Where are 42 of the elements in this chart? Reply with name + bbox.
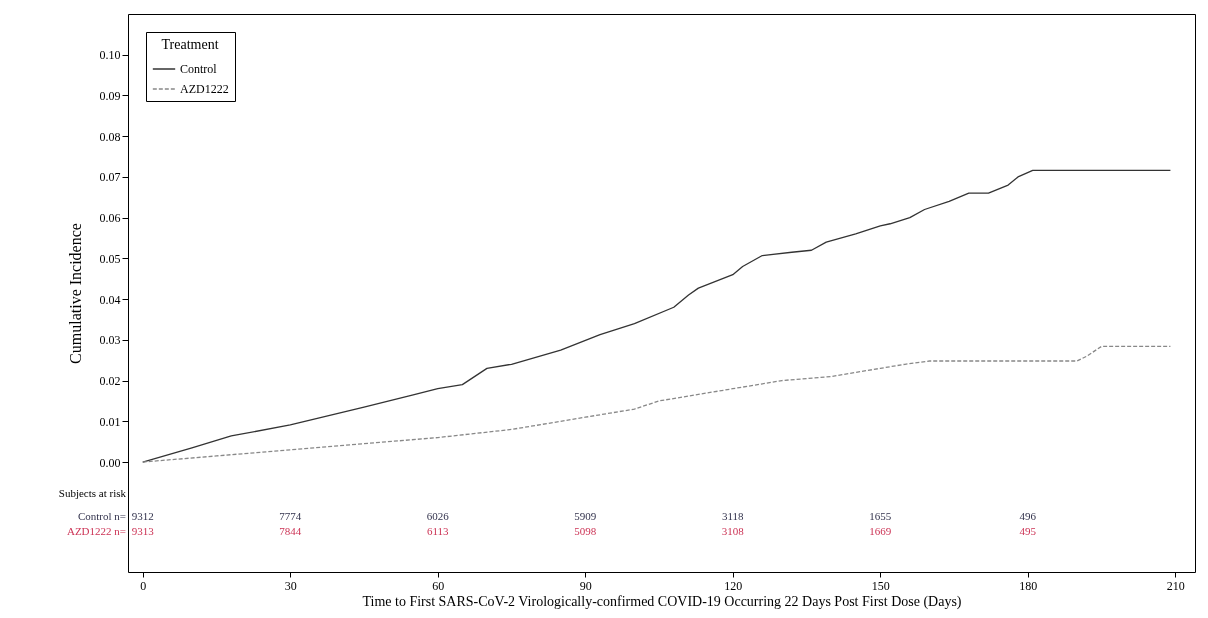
- x-tick-label: 0: [140, 578, 147, 593]
- y-tick-label: 0.00: [99, 455, 121, 470]
- y-tick-label: 0.05: [99, 251, 121, 266]
- line-series: [142, 345, 1172, 463]
- annotation: 496: [1019, 510, 1037, 522]
- text: Control n=: [77, 510, 126, 522]
- x-axis-title: Time to First SARS-CoV-2 Virologically-confirmed COVID-19 Occurring 22 Days Post First Dose (Days): [362, 593, 962, 610]
- annotation: 7844: [279, 525, 302, 537]
- annotation: 1669: [869, 525, 892, 537]
- y-tick-label: 0.01: [99, 414, 121, 429]
- x-tick-label: 180: [1019, 578, 1038, 593]
- legend-label: Control: [180, 62, 218, 76]
- annotation: 9312: [131, 510, 154, 522]
- x-tick-label: 60: [432, 578, 445, 593]
- y-tick-label: 0.06: [99, 211, 121, 226]
- annotation: 5098: [574, 525, 597, 537]
- y-tick-label: 0.03: [99, 333, 121, 348]
- x-tick-label: 150: [871, 578, 890, 593]
- text: Subjects at risk: [58, 487, 127, 499]
- y-tick-label: 0.07: [99, 170, 121, 185]
- x-tick-label: 30: [284, 578, 297, 593]
- y-tick-label: 0.09: [99, 88, 121, 103]
- annotation: 1655: [869, 510, 892, 522]
- x-tick-label: 120: [724, 578, 743, 593]
- annotation: 495: [1019, 525, 1037, 537]
- y-tick-label: 0.04: [99, 292, 121, 307]
- y-axis-title: Cumulative Incidence: [66, 223, 84, 364]
- annotation: 3118: [722, 510, 745, 522]
- x-tick-label: 210: [1166, 578, 1185, 593]
- legend-label: AZD1222: [180, 82, 229, 96]
- text: AZD1222 n=: [66, 525, 126, 537]
- legend-title: Treatment: [161, 37, 219, 52]
- annotation: 6026: [426, 510, 450, 522]
- annotation: 7774: [279, 510, 302, 522]
- annotation: 3108: [721, 525, 745, 537]
- y-tick-label: 0.02: [99, 374, 121, 389]
- annotation: 9313: [131, 525, 155, 537]
- y-tick-label: 0.08: [99, 129, 121, 144]
- x-tick-label: 90: [579, 578, 592, 593]
- annotation: 6113: [426, 525, 450, 537]
- annotation: 5909: [574, 510, 597, 522]
- y-tick-label: 0.10: [99, 48, 121, 63]
